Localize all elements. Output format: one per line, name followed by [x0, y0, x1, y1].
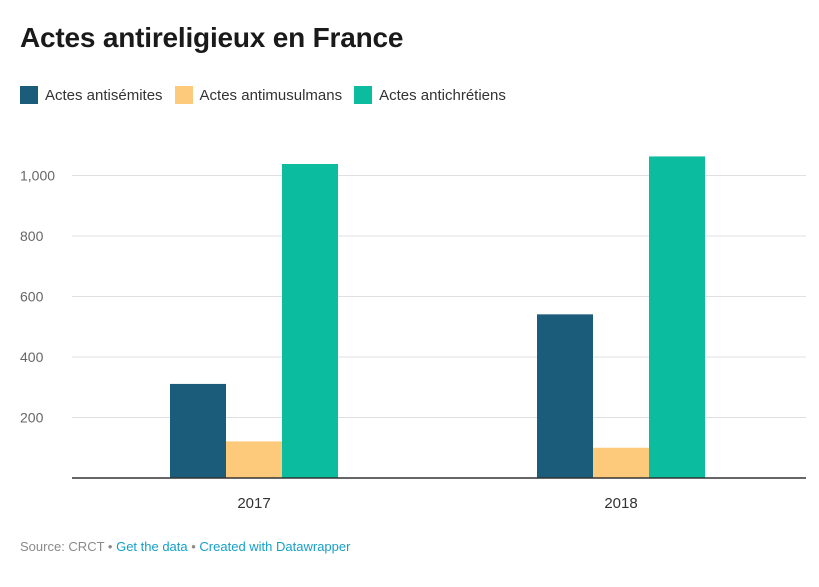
get-the-data-link[interactable]: Get the data [116, 539, 188, 554]
footer-separator: • [104, 539, 117, 554]
bar-antisemites-2018 [537, 314, 593, 478]
legend-item-antisemites: Actes antisémites [20, 86, 163, 104]
legend-label-antisemites: Actes antisémites [45, 86, 163, 104]
bar-chart: 200 400 600 800 1,000 2017 2018 [20, 156, 806, 512]
legend: Actes antisémites Actes antimusulmans Ac… [20, 86, 518, 104]
axis-layer: 200 400 600 800 1,000 2017 2018 [20, 168, 806, 512]
footer-separator: • [187, 539, 200, 554]
y-tick-label: 600 [20, 289, 44, 305]
legend-label-antichretiens: Actes antichrétiens [379, 86, 506, 104]
legend-swatch-antimusulmans [174, 86, 193, 104]
y-tick-label: 800 [20, 228, 44, 244]
created-with-datawrapper-link[interactable]: Created with Datawrapper [199, 539, 351, 554]
bar-antimusulmans-2018 [593, 447, 649, 478]
footer: Source: CRCT • Get the data • Created wi… [20, 539, 350, 554]
chart-title: Actes antireligieux en France [20, 22, 404, 53]
legend-swatch-antichretiens [354, 86, 373, 104]
legend-item-antimusulmans: Actes antimusulmans [174, 86, 343, 104]
x-category-label: 2017 [237, 495, 270, 512]
y-tick-label: 1,000 [20, 168, 55, 184]
legend-label-antimusulmans: Actes antimusulmans [199, 86, 343, 104]
bar-antimusulmans-2017 [226, 441, 282, 478]
legend-swatch-antisemites [20, 86, 38, 104]
legend-item-antichretiens: Actes antichrétiens [354, 86, 506, 104]
source-text: Source: CRCT [20, 539, 105, 554]
bars-layer [170, 156, 705, 478]
bar-antichretiens-2018 [649, 156, 705, 478]
bar-antichretiens-2017 [282, 164, 338, 478]
x-category-label: 2018 [604, 495, 637, 512]
y-tick-label: 400 [20, 349, 44, 365]
y-tick-label: 200 [20, 410, 44, 426]
bar-antisemites-2017 [170, 383, 226, 478]
